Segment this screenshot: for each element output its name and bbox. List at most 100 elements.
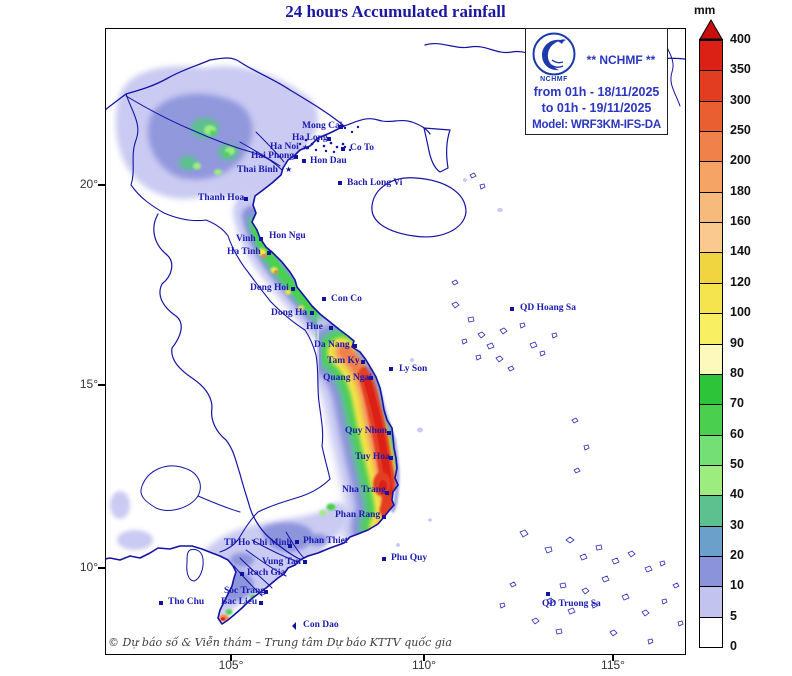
station-dot-marker (327, 137, 331, 141)
longitude-label: 105° (218, 658, 244, 672)
nchmf-logo (532, 32, 576, 76)
nchmf-logo-caption: NCHMF (540, 76, 568, 83)
place-label: Con Co (331, 294, 362, 304)
station-dot-marker (389, 456, 393, 460)
station-dot-marker (338, 181, 342, 185)
place-label: Soc Trang (224, 586, 266, 596)
colorbar-tick-label: 50 (730, 456, 744, 471)
red-river (125, 95, 285, 171)
station-dot-marker (546, 592, 550, 596)
arrow-marker (292, 622, 296, 630)
place-label: Hue (306, 322, 323, 332)
colorbar-ticks: 0 5 10 20 30 40 50 60 70 80 90 100 120 140 160 180 200 25… (730, 0, 780, 676)
colorbar-tick-label: 100 (730, 305, 751, 320)
place-label: Phan Thiet (303, 536, 348, 546)
colorbar-tick-label: 80 (730, 365, 744, 380)
place-label: QD Truong Sa (542, 599, 601, 609)
sea-rain-specks (396, 178, 503, 547)
place-label: Vinh (236, 234, 256, 244)
station-dot-marker (267, 251, 271, 255)
place-label: Hon Ngu (269, 231, 306, 241)
colorbar-arrow-poly (699, 19, 723, 40)
colorbar-segment (700, 404, 722, 435)
place-label: Co To (350, 143, 375, 153)
colorbar-segment (700, 495, 722, 526)
colorbar-tick-label: 140 (730, 244, 751, 259)
colorbar-tick-label: 200 (730, 153, 751, 168)
station-dot-marker (310, 311, 314, 315)
station-dot-marker (385, 491, 389, 495)
model-name: Model: WRF3KM-IFS-DA (532, 119, 661, 131)
copyright-note: © Dự báo số & Viễn thám – Trung tâm Dự b… (108, 636, 452, 649)
place-label: Dong Ha (271, 308, 308, 318)
colorbar-segment (700, 373, 722, 405)
colorbar-tick-label: 250 (730, 123, 751, 138)
colorbar-tick-label: 70 (730, 396, 744, 411)
latitude-tick (98, 567, 105, 569)
station-dot-marker (361, 360, 365, 364)
latitude-label: 15° (79, 377, 98, 391)
colorbar-segment (700, 131, 722, 162)
hainan-island (371, 177, 467, 238)
colorbar-tick-label: 0 (730, 639, 737, 653)
place-label: Ha Tinh (227, 247, 261, 257)
spratly-islands (499, 529, 684, 645)
latitude-label: 10° (79, 560, 98, 574)
map-canvas (105, 39, 686, 645)
place-label: Hai Phong (251, 151, 295, 161)
station-dot-marker (353, 344, 357, 348)
mekong-delta-branches (233, 531, 305, 597)
place-label: Bach Long Vi (347, 178, 403, 188)
place-label: Rach Gia (247, 568, 286, 578)
station-dot-marker (259, 601, 263, 605)
colorbar-unit-label: mm (694, 3, 716, 17)
colorbar-overflow-arrow (699, 19, 723, 40)
china-river (663, 39, 681, 107)
colorbar-segment (700, 616, 722, 647)
colorbar-segment (700, 70, 722, 101)
capital-star-marker: ★ (302, 143, 310, 152)
station-dot-marker (510, 307, 514, 311)
colorbar-tick-label: 400 (730, 32, 751, 46)
laos-cambodia-border (125, 93, 331, 553)
place-label: Ha Noi (270, 142, 299, 152)
longitude-tick (230, 655, 232, 661)
station-dot-marker (264, 590, 268, 594)
colorbar-tick-label: 90 (730, 335, 744, 350)
colorbar-segment (700, 100, 722, 132)
place-label: Mong Cai (302, 121, 343, 131)
colorbar-tick-label: 160 (730, 214, 751, 229)
place-label: Da Nang (314, 340, 350, 350)
station-dot-marker (382, 515, 386, 519)
colorbar-tick-label: 30 (730, 517, 744, 532)
station-dot-marker (259, 237, 263, 241)
station-dot-marker (322, 297, 326, 301)
offshore-islets (571, 417, 590, 474)
station-dot-marker (240, 572, 244, 576)
china-coast-gulf (343, 118, 431, 135)
colorbar-segment (700, 434, 722, 465)
colorbar-tick-label: 5 (730, 608, 737, 623)
place-label: Tho Chu (168, 597, 205, 607)
colorbar-tick-label: 180 (730, 183, 751, 198)
mekong-river (153, 213, 303, 561)
station-dot-marker (288, 544, 292, 548)
colorbar-segment (700, 252, 722, 283)
place-label: Hon Dau (310, 156, 347, 166)
station-dot-marker (341, 147, 345, 151)
station-dot-marker (339, 125, 343, 129)
place-label: QD Hoang Sa (520, 303, 576, 313)
colorbar-segment (700, 40, 722, 71)
colorbar-tick-label: 120 (730, 274, 751, 289)
station-dot-marker (389, 367, 393, 371)
place-label: TP Ho Chi Minh (224, 538, 292, 548)
forecast-period-from: from 01h - 18/11/2025 (533, 85, 660, 99)
longitude-tick (423, 655, 425, 661)
phu-quoc-island (186, 548, 204, 582)
colorbar-tick-label: 300 (730, 92, 751, 107)
forecast-info-box: NCHMF ** NCHMF ** from 01h - 18/11/2025 … (525, 28, 668, 135)
latitude-label: 20° (79, 177, 98, 191)
colorbar-segment (700, 313, 722, 344)
page-title: 24 hours Accumulated rainfall (285, 2, 506, 21)
